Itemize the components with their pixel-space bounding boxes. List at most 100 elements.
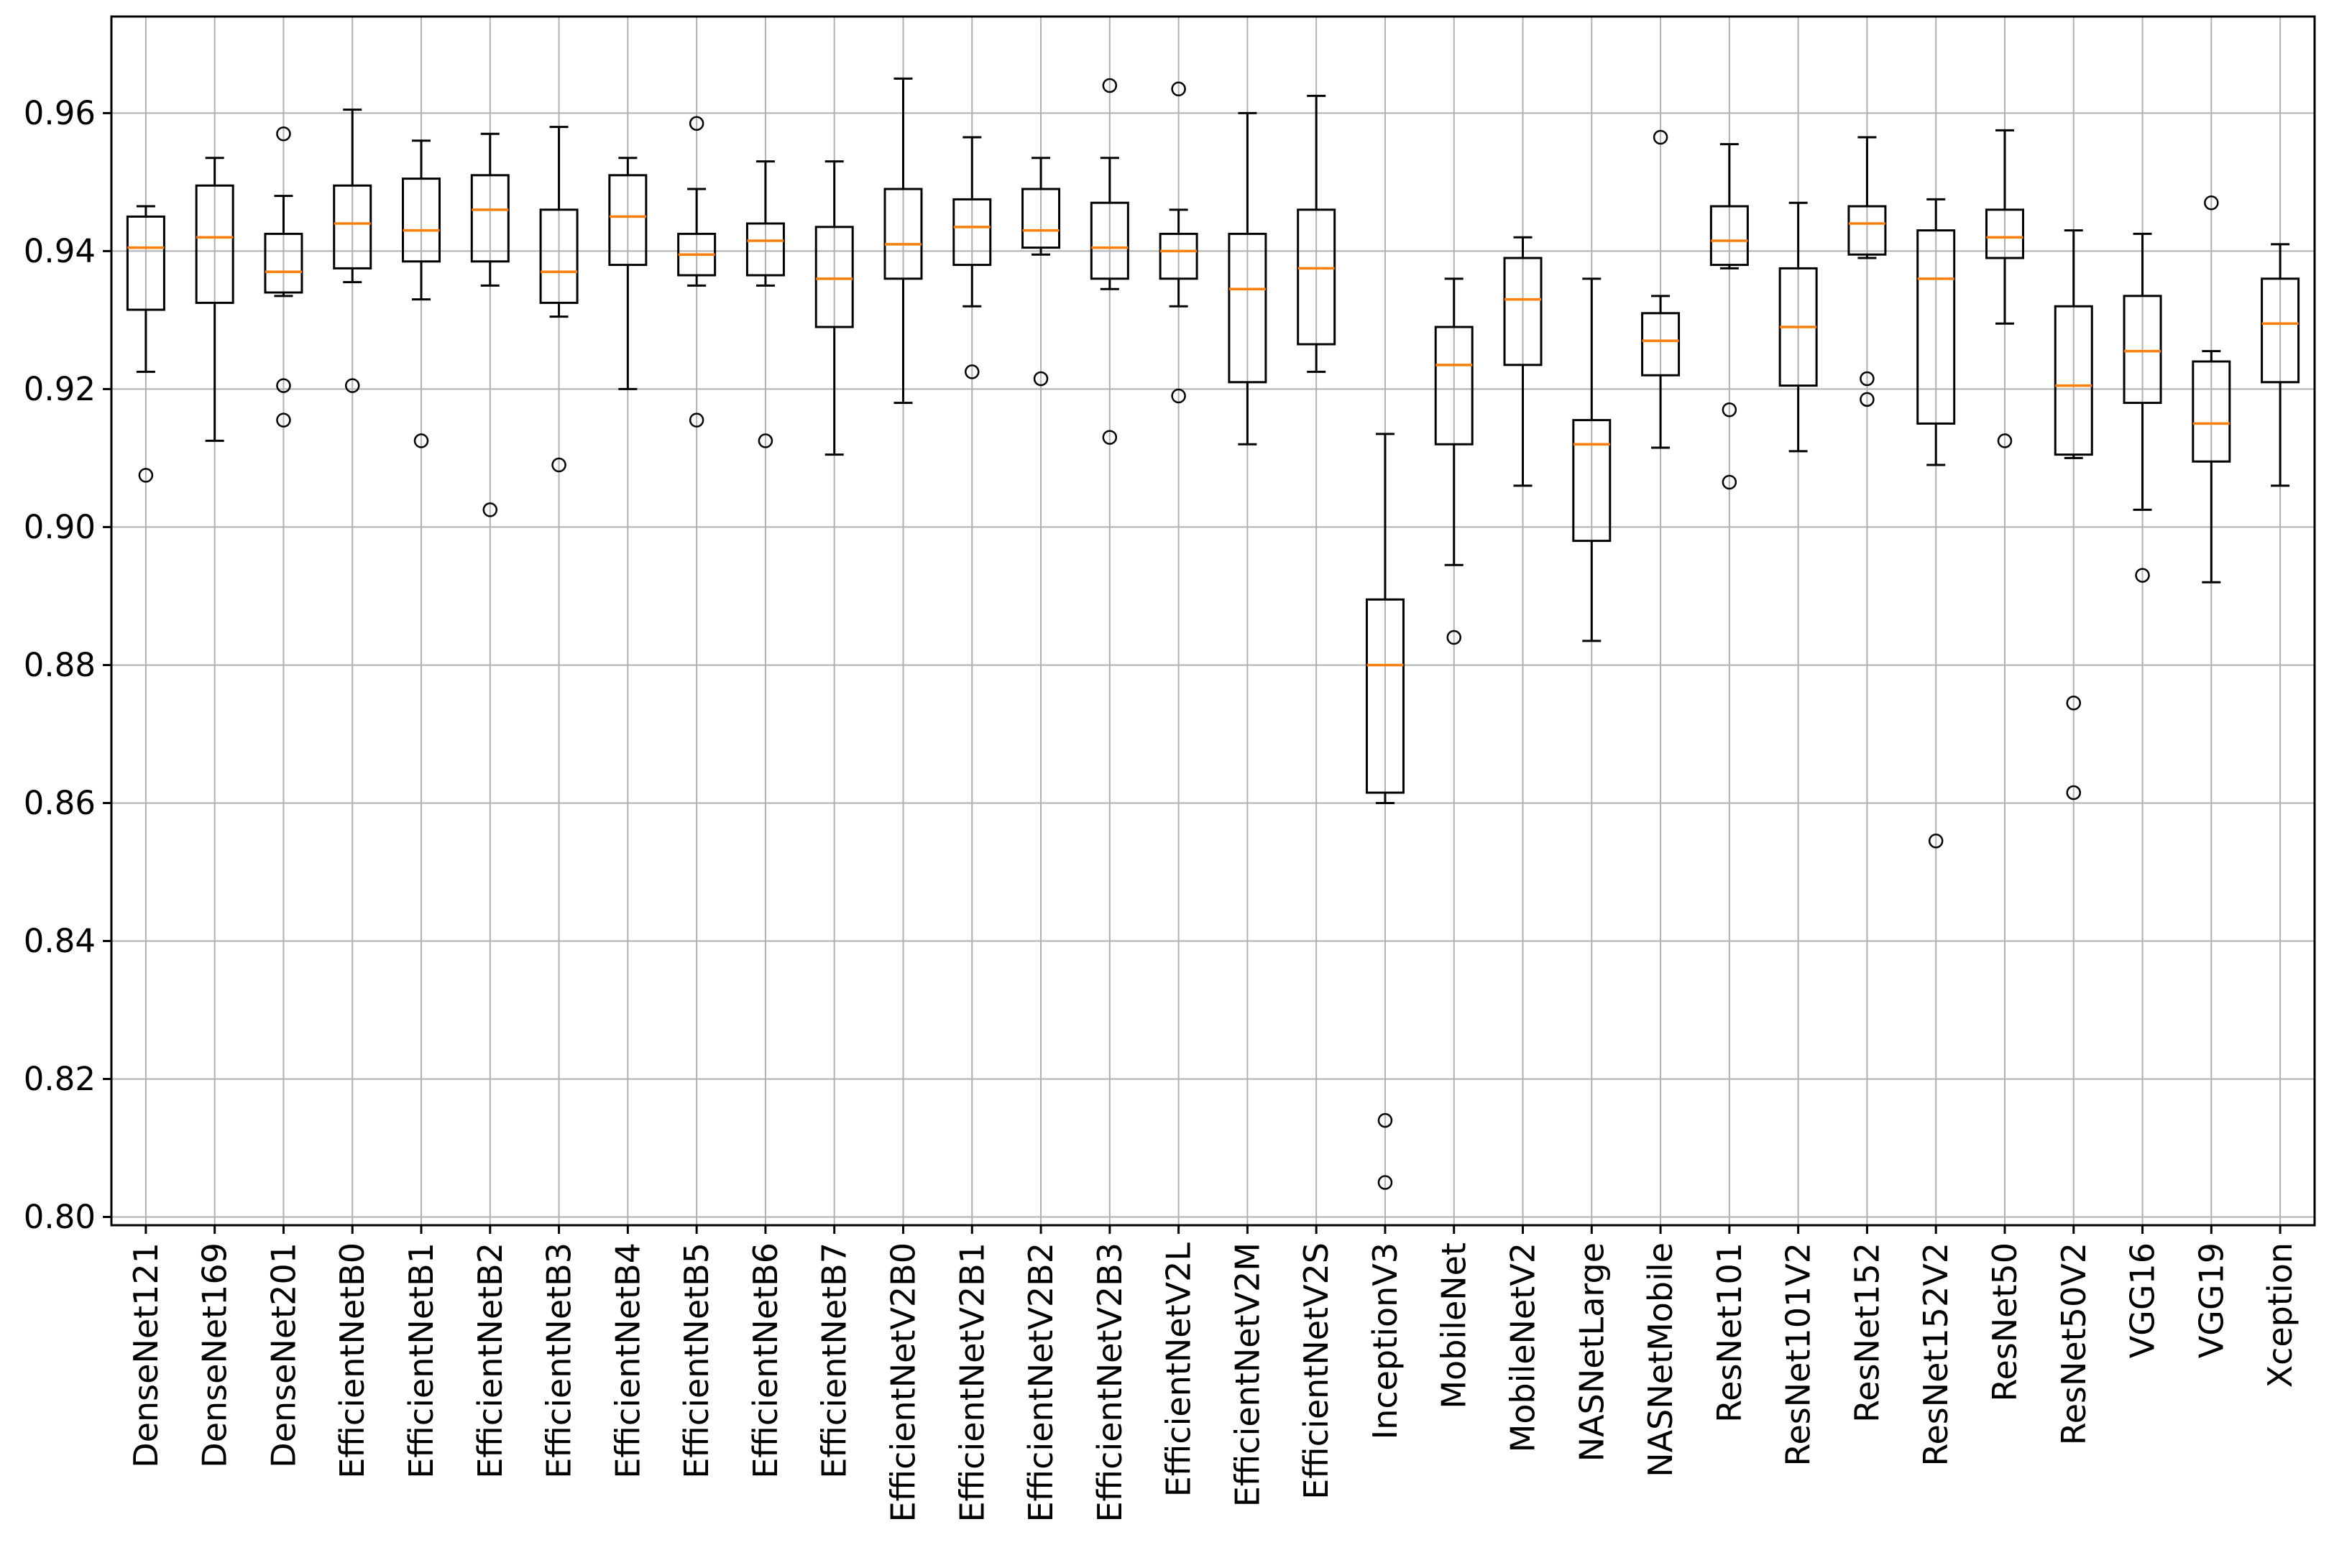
- iqr-box: [539, 208, 579, 304]
- iqr-box: [1503, 257, 1543, 366]
- x-tick-label: Xception: [2261, 1242, 2299, 1388]
- y-axis: 0.80 0.82 0.84 0.86 0.88 0.90 0.92 0.94 0.96: [24, 94, 111, 1236]
- x-tick-label: VGG19: [2192, 1242, 2230, 1358]
- outlier-point: [551, 457, 566, 473]
- x-tick-label: EfficientNetV2B1: [952, 1242, 991, 1522]
- y-tick-label: 0.96: [24, 94, 96, 132]
- box-EfficientNetB3: [539, 126, 579, 473]
- iqr-box: [333, 184, 372, 269]
- x-tick-label: DenseNet121: [127, 1242, 165, 1468]
- outlier-point: [1171, 81, 1186, 97]
- box-EfficientNetB6: [745, 160, 785, 448]
- outlier-point: [1171, 388, 1186, 404]
- x-tick-label: DenseNet169: [196, 1242, 234, 1468]
- y-tick-label: 0.80: [24, 1198, 96, 1236]
- iqr-box: [195, 184, 234, 304]
- iqr-box: [1228, 232, 1267, 384]
- box-ResNet50V2: [2054, 229, 2093, 801]
- x-tick-label: EfficientNetB1: [402, 1242, 441, 1479]
- iqr-box: [1090, 201, 1129, 280]
- box-DenseNet201: [264, 126, 303, 428]
- outlier-point: [1446, 629, 1461, 645]
- outlier-point: [1928, 834, 1944, 849]
- box-ResNet101V2: [1778, 201, 1818, 453]
- x-tick-label: VGG16: [2123, 1242, 2162, 1358]
- iqr-box: [2192, 360, 2231, 463]
- plot-frame: [110, 15, 2316, 1227]
- x-tick-label: ResNet152: [1847, 1242, 1886, 1423]
- box-InceptionV3: [1365, 433, 1405, 1190]
- box-ResNet101: [1709, 143, 1749, 490]
- iqr-box: [1709, 205, 1749, 267]
- x-tick-label: ResNet50V2: [2054, 1242, 2093, 1445]
- y-tick-label: 0.86: [24, 784, 96, 822]
- box-DenseNet121: [126, 205, 165, 483]
- iqr-box: [402, 177, 441, 263]
- x-tick-label: InceptionV3: [1366, 1242, 1405, 1439]
- outlier-point: [1860, 371, 1875, 387]
- iqr-box: [470, 174, 510, 263]
- x-tick-label: EfficientNetB0: [333, 1242, 372, 1479]
- iqr-box: [2261, 277, 2300, 384]
- y-tick-label: 0.92: [24, 370, 96, 408]
- x-tick-label: DenseNet201: [264, 1242, 303, 1468]
- x-tick-label: EfficientNetB4: [608, 1242, 647, 1479]
- outlier-point: [413, 433, 429, 448]
- x-tick-label: MobileNet: [1435, 1242, 1474, 1409]
- box-EfficientNetB7: [814, 160, 854, 456]
- x-tick-label: EfficientNetV2M: [1228, 1242, 1267, 1507]
- outlier-point: [965, 364, 980, 379]
- iqr-box: [1847, 205, 1887, 256]
- outlier-point: [276, 126, 291, 142]
- x-tick-label: ResNet101V2: [1779, 1242, 1818, 1466]
- iqr-box: [1985, 208, 2024, 259]
- iqr-box: [745, 222, 785, 277]
- box-EfficientNetV2M: [1228, 111, 1267, 446]
- outlier-point: [1377, 1112, 1393, 1128]
- y-tick-label: 0.94: [24, 232, 96, 270]
- outlier-point: [1722, 474, 1737, 490]
- box-ResNet152V2: [1916, 198, 1956, 849]
- outlier-point: [2204, 195, 2219, 211]
- iqr-box: [2123, 295, 2162, 405]
- x-tick-label: NASNetMobile: [1641, 1242, 1680, 1477]
- x-tick-label: ResNet101: [1710, 1242, 1749, 1423]
- box-EfficientNetV2B3: [1090, 78, 1129, 445]
- iqr-box: [952, 198, 992, 267]
- outlier-point: [1102, 78, 1118, 93]
- outlier-point: [689, 116, 704, 132]
- x-tick-label: EfficientNetB6: [746, 1242, 785, 1479]
- outlier-point: [482, 502, 498, 517]
- outlier-point: [2135, 568, 2150, 583]
- box-EfficientNetB1: [402, 139, 441, 448]
- outlier-point: [276, 412, 291, 428]
- iqr-box: [126, 215, 165, 311]
- iqr-box: [2054, 305, 2093, 456]
- box-ResNet50: [1985, 129, 2024, 448]
- iqr-box: [1572, 419, 1612, 543]
- outlier-point: [1722, 402, 1737, 418]
- iqr-box: [608, 174, 648, 267]
- outlier-point: [758, 433, 773, 448]
- box-NASNetMobile: [1641, 129, 1681, 449]
- iqr-box: [883, 188, 923, 280]
- x-tick-label: EfficientNetV2B2: [1021, 1242, 1060, 1522]
- box-MobileNetV2: [1503, 236, 1543, 487]
- x-axis: DenseNet121 DenseNet169 DenseNet201 Efficie…: [127, 1225, 2299, 1522]
- outlier-point: [138, 468, 154, 483]
- x-tick-label: EfficientNetB2: [471, 1242, 510, 1479]
- iqr-box: [1297, 208, 1336, 346]
- x-tick-label: EfficientNetB7: [815, 1242, 854, 1479]
- x-tick-label: ResNet152V2: [1916, 1242, 1955, 1466]
- box-EfficientNetV2B0: [883, 77, 923, 405]
- x-tick-label: EfficientNetV2S: [1297, 1242, 1336, 1500]
- iqr-box: [1641, 312, 1681, 377]
- gridlines: [111, 17, 2315, 1225]
- box-EfficientNetB4: [608, 157, 648, 390]
- box-EfficientNetB5: [677, 116, 717, 428]
- outlier-point: [1653, 129, 1668, 145]
- iqr-box: [1434, 326, 1474, 446]
- y-tick-label: 0.88: [24, 646, 96, 684]
